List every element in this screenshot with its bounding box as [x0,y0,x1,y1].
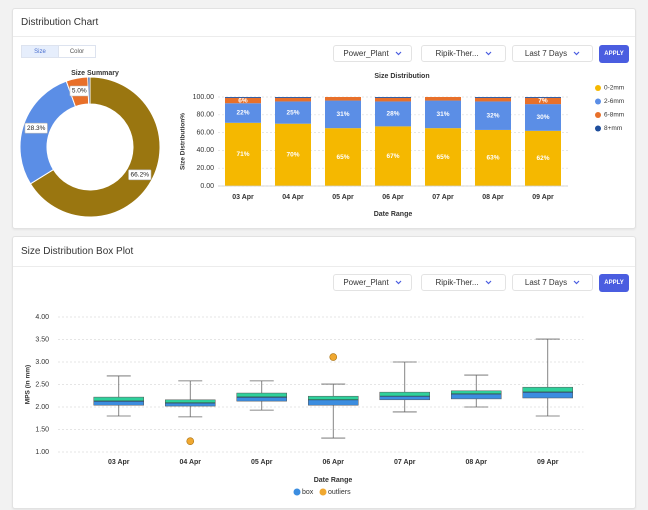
toggle-color[interactable]: Color [58,45,96,58]
separator [13,266,635,267]
apply-button[interactable]: APPLY [599,274,629,292]
boxplot-card: Size Distribution Box Plot Power_Plant R… [12,236,636,509]
dropdown-text: Ripik-Ther... [435,278,479,287]
dropdown[interactable]: Power_Plant [333,274,412,291]
separator [13,36,635,37]
dropdown[interactable]: Power_Plant [333,45,412,62]
chevron [395,51,402,56]
card-title: Size Distribution Box Plot [21,246,134,257]
dropdown[interactable]: Ripik-Ther... [421,45,506,62]
toggle-size[interactable]: Size [21,45,59,58]
apply-button[interactable]: APPLY [599,45,629,63]
dropdown-text: Last 7 Days [524,278,568,287]
dropdown-text: Last 7 Days [524,49,568,58]
dropdown[interactable]: Last 7 Days [512,45,593,62]
chevron [573,280,580,285]
chevron [485,280,491,285]
distribution-card: Distribution Chart Size Color Power_Plan… [12,8,636,229]
dropdown-text: Power_Plant [343,278,389,287]
chevron [573,51,580,56]
chevron [485,51,491,56]
dropdown[interactable]: Ripik-Ther... [421,274,506,291]
dropdown-text: Power_Plant [343,49,389,58]
dropdown-text: Ripik-Ther... [435,49,479,58]
dropdown[interactable]: Last 7 Days [512,274,593,291]
card-title: Distribution Chart [21,17,99,28]
chevron [395,280,402,285]
